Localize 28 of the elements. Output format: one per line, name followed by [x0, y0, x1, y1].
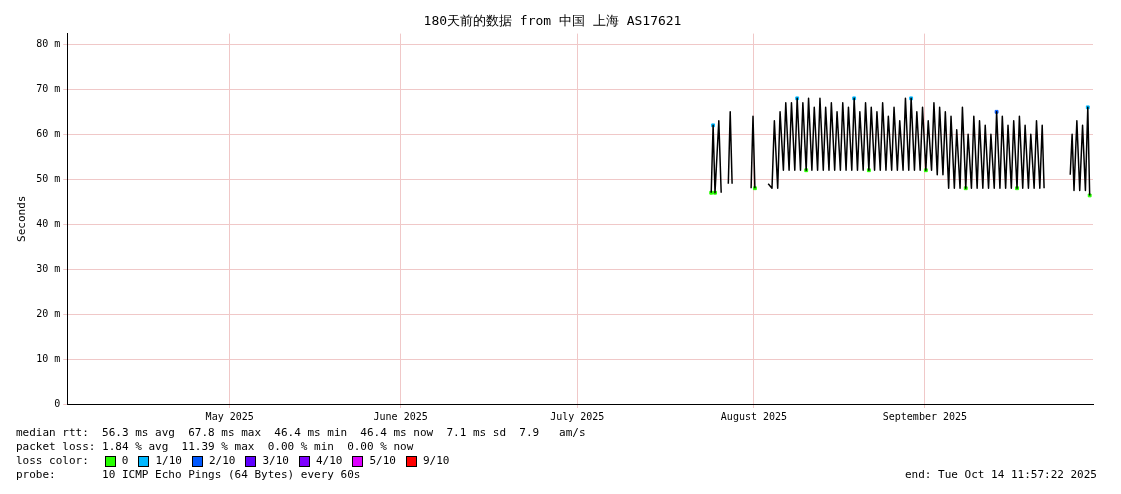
- legend-label: 1/10: [155, 454, 182, 468]
- legend-label: 9/10: [422, 454, 450, 468]
- text: probe: 10 ICMP Echo Pings (64 Bytes) every 60s: [16, 468, 361, 482]
- y-tick-label: 60 m: [36, 127, 61, 139]
- legend-label: 0: [121, 454, 129, 468]
- x-tick-label: September 2025: [882, 410, 968, 422]
- y-tick-label: 30 m: [36, 262, 61, 274]
- legend-title: loss color:: [16, 454, 89, 468]
- text: packet loss: 1.84 % avg 11.39 % max 0.00 % min 0.00 % now: [16, 440, 415, 454]
- y-tick-label: 50 m: [36, 172, 61, 184]
- y-axis-title: Seconds: [15, 195, 29, 242]
- legend-label: 3/10: [262, 454, 289, 468]
- y-tick-label: 40 m: [36, 217, 61, 229]
- legend-label: 5/10: [369, 454, 396, 468]
- legend-label: 2/10: [208, 454, 236, 468]
- legend-label: 4/10: [315, 454, 343, 468]
- y-tick-label: 80 m: [36, 37, 61, 49]
- chart-title: 180天前的数据 from 中国 上海 AS17621: [423, 13, 682, 29]
- text: end: Tue Oct 14 11:57:22 2025: [904, 468, 1097, 482]
- y-tick-label: 10 m: [36, 352, 61, 364]
- y-tick-label: 70 m: [36, 82, 61, 94]
- x-tick-label: May 2025: [205, 410, 254, 422]
- x-tick-label: July 2025: [550, 410, 605, 422]
- y-tick-label: 0: [54, 397, 61, 409]
- text: median rtt: 56.3 ms avg 67.8 ms max 46.4 ms min 46.4 ms now 7.1 ms sd 7.9 am/s: [16, 426, 587, 440]
- x-tick-label: June 2025: [373, 410, 428, 422]
- x-tick-label: August 2025: [720, 410, 788, 422]
- y-tick-label: 20 m: [36, 307, 61, 319]
